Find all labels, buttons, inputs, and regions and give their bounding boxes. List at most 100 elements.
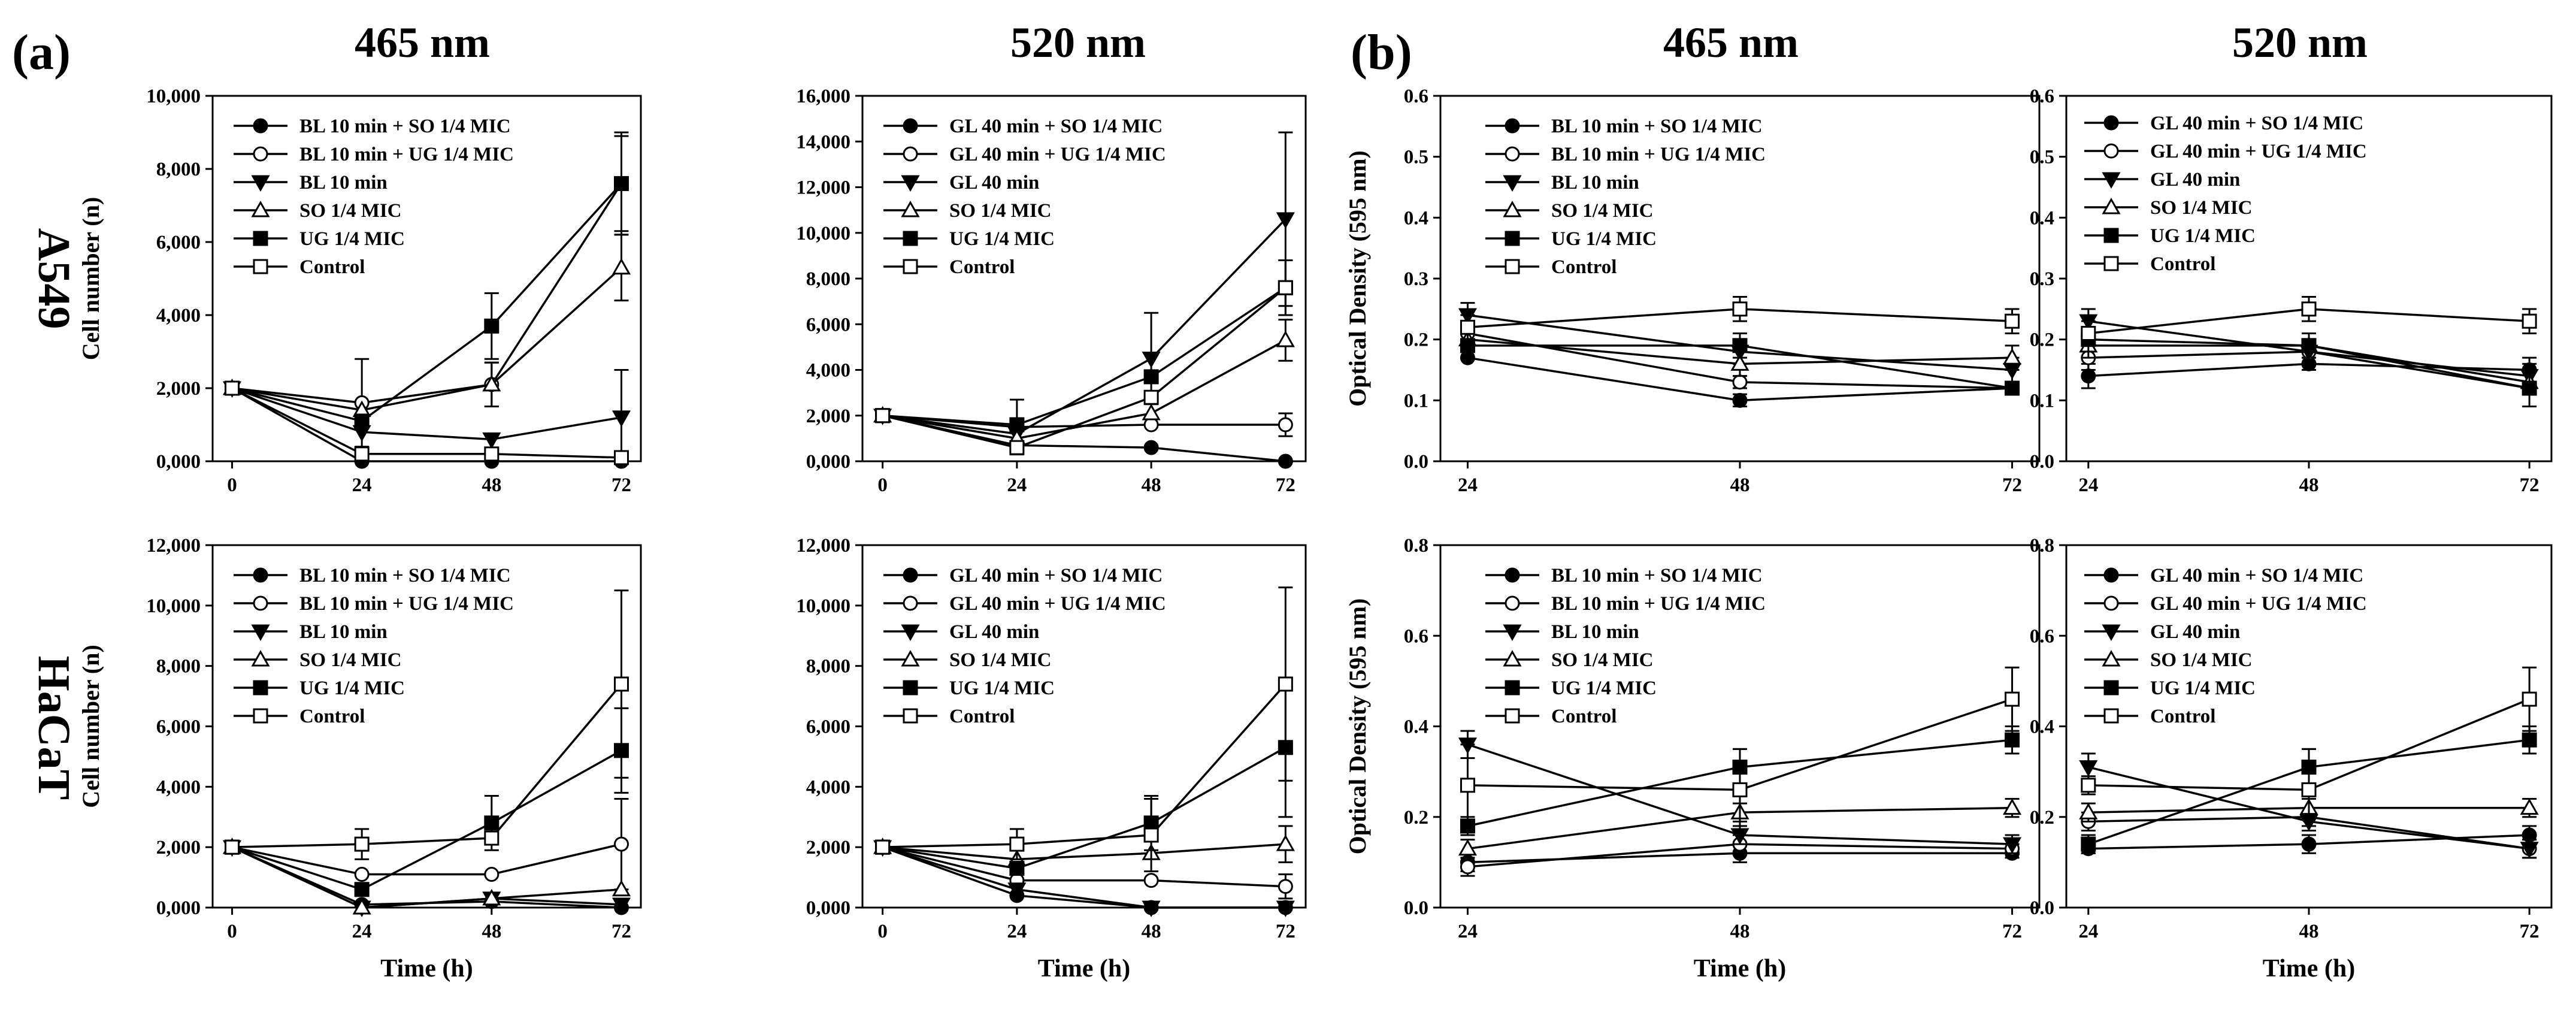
y-tick-label: 0.1 [1404,390,1428,412]
data-point [2005,691,2020,707]
legend-entry: UG 1/4 MIC [1485,228,1657,250]
series-line [882,846,1286,888]
legend-label: GL 40 min + UG 1/4 MIC [2150,141,2367,162]
x-axis-label: Time (h) [2263,955,2355,982]
legend-marker [251,624,270,642]
series-0 [875,408,1293,469]
y-tick-label: 0.2 [2030,329,2054,351]
y-tick-label: 0,000 [156,451,201,473]
series-line [231,846,622,909]
legend-entry: BL 10 min + UG 1/4 MIC [1485,593,1766,615]
series-5 [2081,666,2537,831]
legend-entry: BL 10 min + SO 1/4 MIC [234,116,511,137]
legend-label: BL 10 min [1551,621,1639,643]
x-tick-label: 24 [2078,474,2098,496]
series-line [882,415,1286,462]
legend-marker [903,595,918,611]
legend-entry: GL 40 min [2084,169,2240,190]
chart-b-hacat-465: 0.0 0.2 0.4 0.6 0.8 24 48 72 Optical Density (59… [1344,535,2041,982]
legend-entry: BL 10 min [234,621,388,643]
legend-label: GL 40 min + SO 1/4 MIC [949,116,1163,137]
y-tick-label: 0.5 [2030,147,2054,168]
x-tick-label: 72 [2520,474,2539,496]
legend-entry: BL 10 min [234,172,388,193]
series-5 [225,589,629,860]
legend-entry: Control [1485,256,1617,278]
x-tick-label: 48 [482,474,501,496]
data-point [1732,338,1748,353]
legend-entry: GL 40 min [2084,621,2240,643]
legend-entry: BL 10 min + SO 1/4 MIC [1485,565,1763,586]
legend-entry: BL 10 min + UG 1/4 MIC [234,144,514,165]
series-5 [875,259,1293,455]
data-point [1460,859,1475,875]
legend-marker [903,708,918,724]
data-point [2521,691,2537,707]
legend-marker [903,567,918,583]
data-point [1142,351,1161,368]
panel-label-a: (a) [12,25,71,80]
x-axis-label: Time (h) [1038,955,1130,982]
legend-label: Control [949,256,1015,278]
y-tick-label: 0.8 [2030,535,2054,557]
y-tick-label: 12,000 [146,535,201,557]
y-tick-label: 14,000 [796,131,850,153]
x-tick-label: 24 [1458,474,1478,496]
series-line [231,387,622,459]
legend-label: BL 10 min [299,172,388,193]
series-5 [2081,296,2537,347]
x-tick-label: 72 [1276,921,1295,942]
series-4 [1460,332,2020,396]
series-4 [225,135,629,429]
legend-label: BL 10 min + SO 1/4 MIC [299,116,511,137]
y-tick-label: 2,000 [156,378,201,400]
y-tick-label: 2,000 [806,837,850,858]
y-tick-label: 10,000 [146,86,201,107]
series-line [231,387,622,462]
y-tick-label: 12,000 [796,177,850,199]
x-axis-label: Time (h) [1694,955,1786,982]
legend-marker [1505,595,1520,611]
legend-label: GL 40 min [2150,621,2240,643]
data-point [1460,338,1475,353]
legend-label: BL 10 min + SO 1/4 MIC [1551,565,1763,586]
data-point [612,258,631,275]
legend-marker [2103,595,2119,611]
x-tick-label: 24 [1007,474,1027,496]
data-point [1009,417,1025,433]
series-line [232,683,622,848]
legend-marker [253,595,268,611]
legend-label: SO 1/4 MIC [2150,197,2253,219]
data-point [1732,782,1748,797]
chart-b-a549-465: 0.0 0.1 0.2 0.3 0.4 0.5 0.6 24 48 72 Optical Densi… [1344,86,2041,496]
x-tick-label: 48 [2299,921,2319,942]
legend-marker [901,624,920,642]
panel-label-b: (b) [1351,25,1412,80]
legend-label: GL 40 min + SO 1/4 MIC [949,565,1163,586]
data-point [1143,389,1159,405]
series-line [882,286,1287,449]
legend-label: BL 10 min [299,621,388,643]
legend-entry: UG 1/4 MIC [2084,225,2256,247]
legend-marker [1505,259,1520,274]
y-tick-label: 2,000 [806,406,850,427]
data-point [2005,313,2020,329]
legend-label: Control [2150,253,2215,275]
row-label-hacat: HaCaT [29,656,79,800]
data-point [1460,319,1475,335]
legend-marker [251,200,270,217]
row-label-a549: A549 [29,228,79,329]
legend-label: SO 1/4 MIC [949,200,1052,222]
data-point [1278,453,1293,469]
series-3 [222,234,631,418]
legend-label: UG 1/4 MIC [299,678,405,699]
x-tick-label: 72 [612,921,631,942]
y-tick-label: 0.3 [2030,268,2054,290]
data-point [1276,212,1295,229]
data-point [1460,778,1475,793]
data-point [875,839,891,855]
legend-marker [1505,708,1520,724]
x-tick-label: 72 [612,474,631,496]
series-2 [873,131,1295,444]
x-tick-label: 0 [877,474,888,496]
